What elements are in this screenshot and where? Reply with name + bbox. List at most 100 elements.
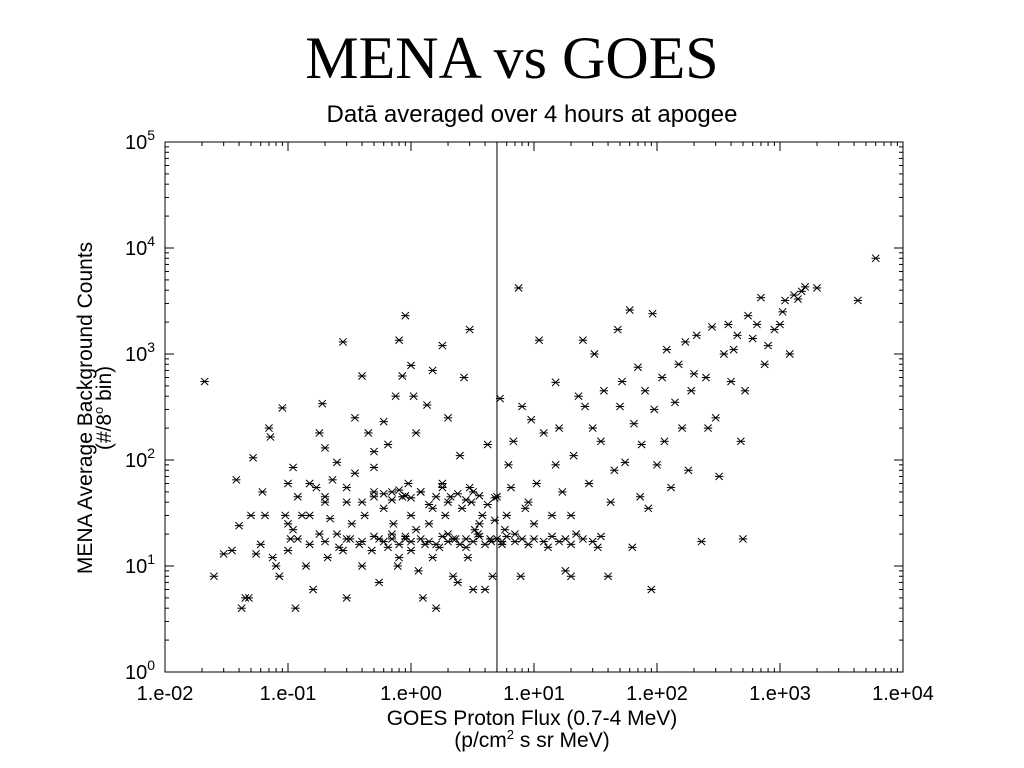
data-point xyxy=(406,546,416,555)
data-point xyxy=(428,366,437,375)
data-point xyxy=(629,419,639,428)
data-point xyxy=(793,295,803,303)
y-tick-label: 101 xyxy=(125,551,155,578)
data-point xyxy=(424,519,434,528)
data-point xyxy=(288,463,298,472)
data-point xyxy=(406,361,416,370)
data-point xyxy=(504,460,513,469)
data-point xyxy=(871,254,880,263)
data-point xyxy=(418,593,428,602)
data-point xyxy=(670,398,680,407)
data-point xyxy=(785,350,794,358)
data-point xyxy=(264,424,274,433)
data-point xyxy=(379,489,388,498)
data-point xyxy=(463,553,473,562)
data-point xyxy=(338,546,348,555)
data-point xyxy=(416,487,425,496)
data-point xyxy=(756,293,766,302)
data-point xyxy=(301,562,311,570)
x-axis-units: (p/cm2 s sr MeV) xyxy=(454,727,609,752)
data-point xyxy=(315,428,324,437)
data-point xyxy=(383,440,393,449)
data-point xyxy=(606,498,615,507)
data-point xyxy=(334,543,344,552)
data-point xyxy=(369,447,379,456)
data-point xyxy=(369,487,379,496)
data-point xyxy=(714,472,724,481)
data-point xyxy=(517,534,527,543)
x-tick-label: 1.e+04 xyxy=(872,683,934,705)
data-point xyxy=(510,530,520,539)
data-point xyxy=(422,401,432,409)
data-point xyxy=(738,534,748,543)
data-point xyxy=(588,537,597,546)
data-point xyxy=(578,336,588,345)
data-point xyxy=(480,585,490,594)
data-point xyxy=(357,498,367,507)
data-point xyxy=(443,413,453,422)
data-point xyxy=(558,487,567,496)
x-axis-ticks: 1.e-02 1.e-01 1.e+00 1.e+01 1.e+02 1.e+03 1.e+… xyxy=(137,142,934,705)
data-point xyxy=(291,604,300,613)
data-point xyxy=(593,543,602,552)
data-point xyxy=(596,532,606,541)
data-point xyxy=(461,534,471,543)
data-point xyxy=(740,386,750,395)
data-point xyxy=(409,392,418,401)
data-point xyxy=(404,479,413,488)
data-point xyxy=(547,511,557,520)
data-point xyxy=(387,534,397,543)
data-point xyxy=(613,325,622,334)
data-point xyxy=(468,585,478,594)
data-point xyxy=(431,604,441,613)
data-point xyxy=(297,511,307,520)
x-tick-label: 1.e+03 xyxy=(749,683,811,705)
data-point xyxy=(569,451,578,460)
data-point xyxy=(237,604,246,613)
x-tick-label: 1.e+00 xyxy=(380,683,442,705)
data-point xyxy=(588,424,597,433)
data-point xyxy=(398,492,407,501)
data-point xyxy=(369,463,379,472)
data-point xyxy=(424,537,434,546)
data-point xyxy=(332,530,342,539)
data-point xyxy=(305,511,314,520)
data-point xyxy=(350,413,360,422)
data-point xyxy=(566,511,576,520)
data-point xyxy=(394,336,404,345)
data-point xyxy=(527,415,536,424)
data-point xyxy=(543,543,553,552)
data-point xyxy=(389,519,398,528)
data-point xyxy=(260,511,270,520)
data-point xyxy=(470,525,479,534)
data-point xyxy=(328,475,337,484)
data-point xyxy=(692,331,701,340)
data-point xyxy=(684,466,693,475)
x-tick-label: 1.e+02 xyxy=(626,683,688,705)
data-point xyxy=(414,566,423,575)
data-point xyxy=(369,532,379,541)
data-point xyxy=(318,399,327,408)
data-point xyxy=(475,532,484,541)
data-point xyxy=(726,377,736,386)
data-point xyxy=(633,363,643,372)
data-point xyxy=(209,572,219,581)
data-point xyxy=(578,534,588,543)
data-point xyxy=(394,540,404,549)
y-tick-label: 100 xyxy=(125,657,155,684)
slide-title: MENA vs GOES xyxy=(305,25,719,91)
data-point xyxy=(258,487,267,496)
data-point xyxy=(393,562,402,570)
data-point xyxy=(506,483,516,492)
data-point xyxy=(315,530,324,539)
data-point xyxy=(701,373,711,382)
data-point xyxy=(743,311,753,320)
data-point xyxy=(411,525,421,534)
y-tick-label: 105 xyxy=(125,127,155,154)
data-point xyxy=(488,572,497,581)
data-point xyxy=(681,337,690,346)
data-point xyxy=(590,350,599,358)
data-point xyxy=(308,585,318,594)
data-point xyxy=(379,537,388,546)
data-point xyxy=(648,309,657,318)
